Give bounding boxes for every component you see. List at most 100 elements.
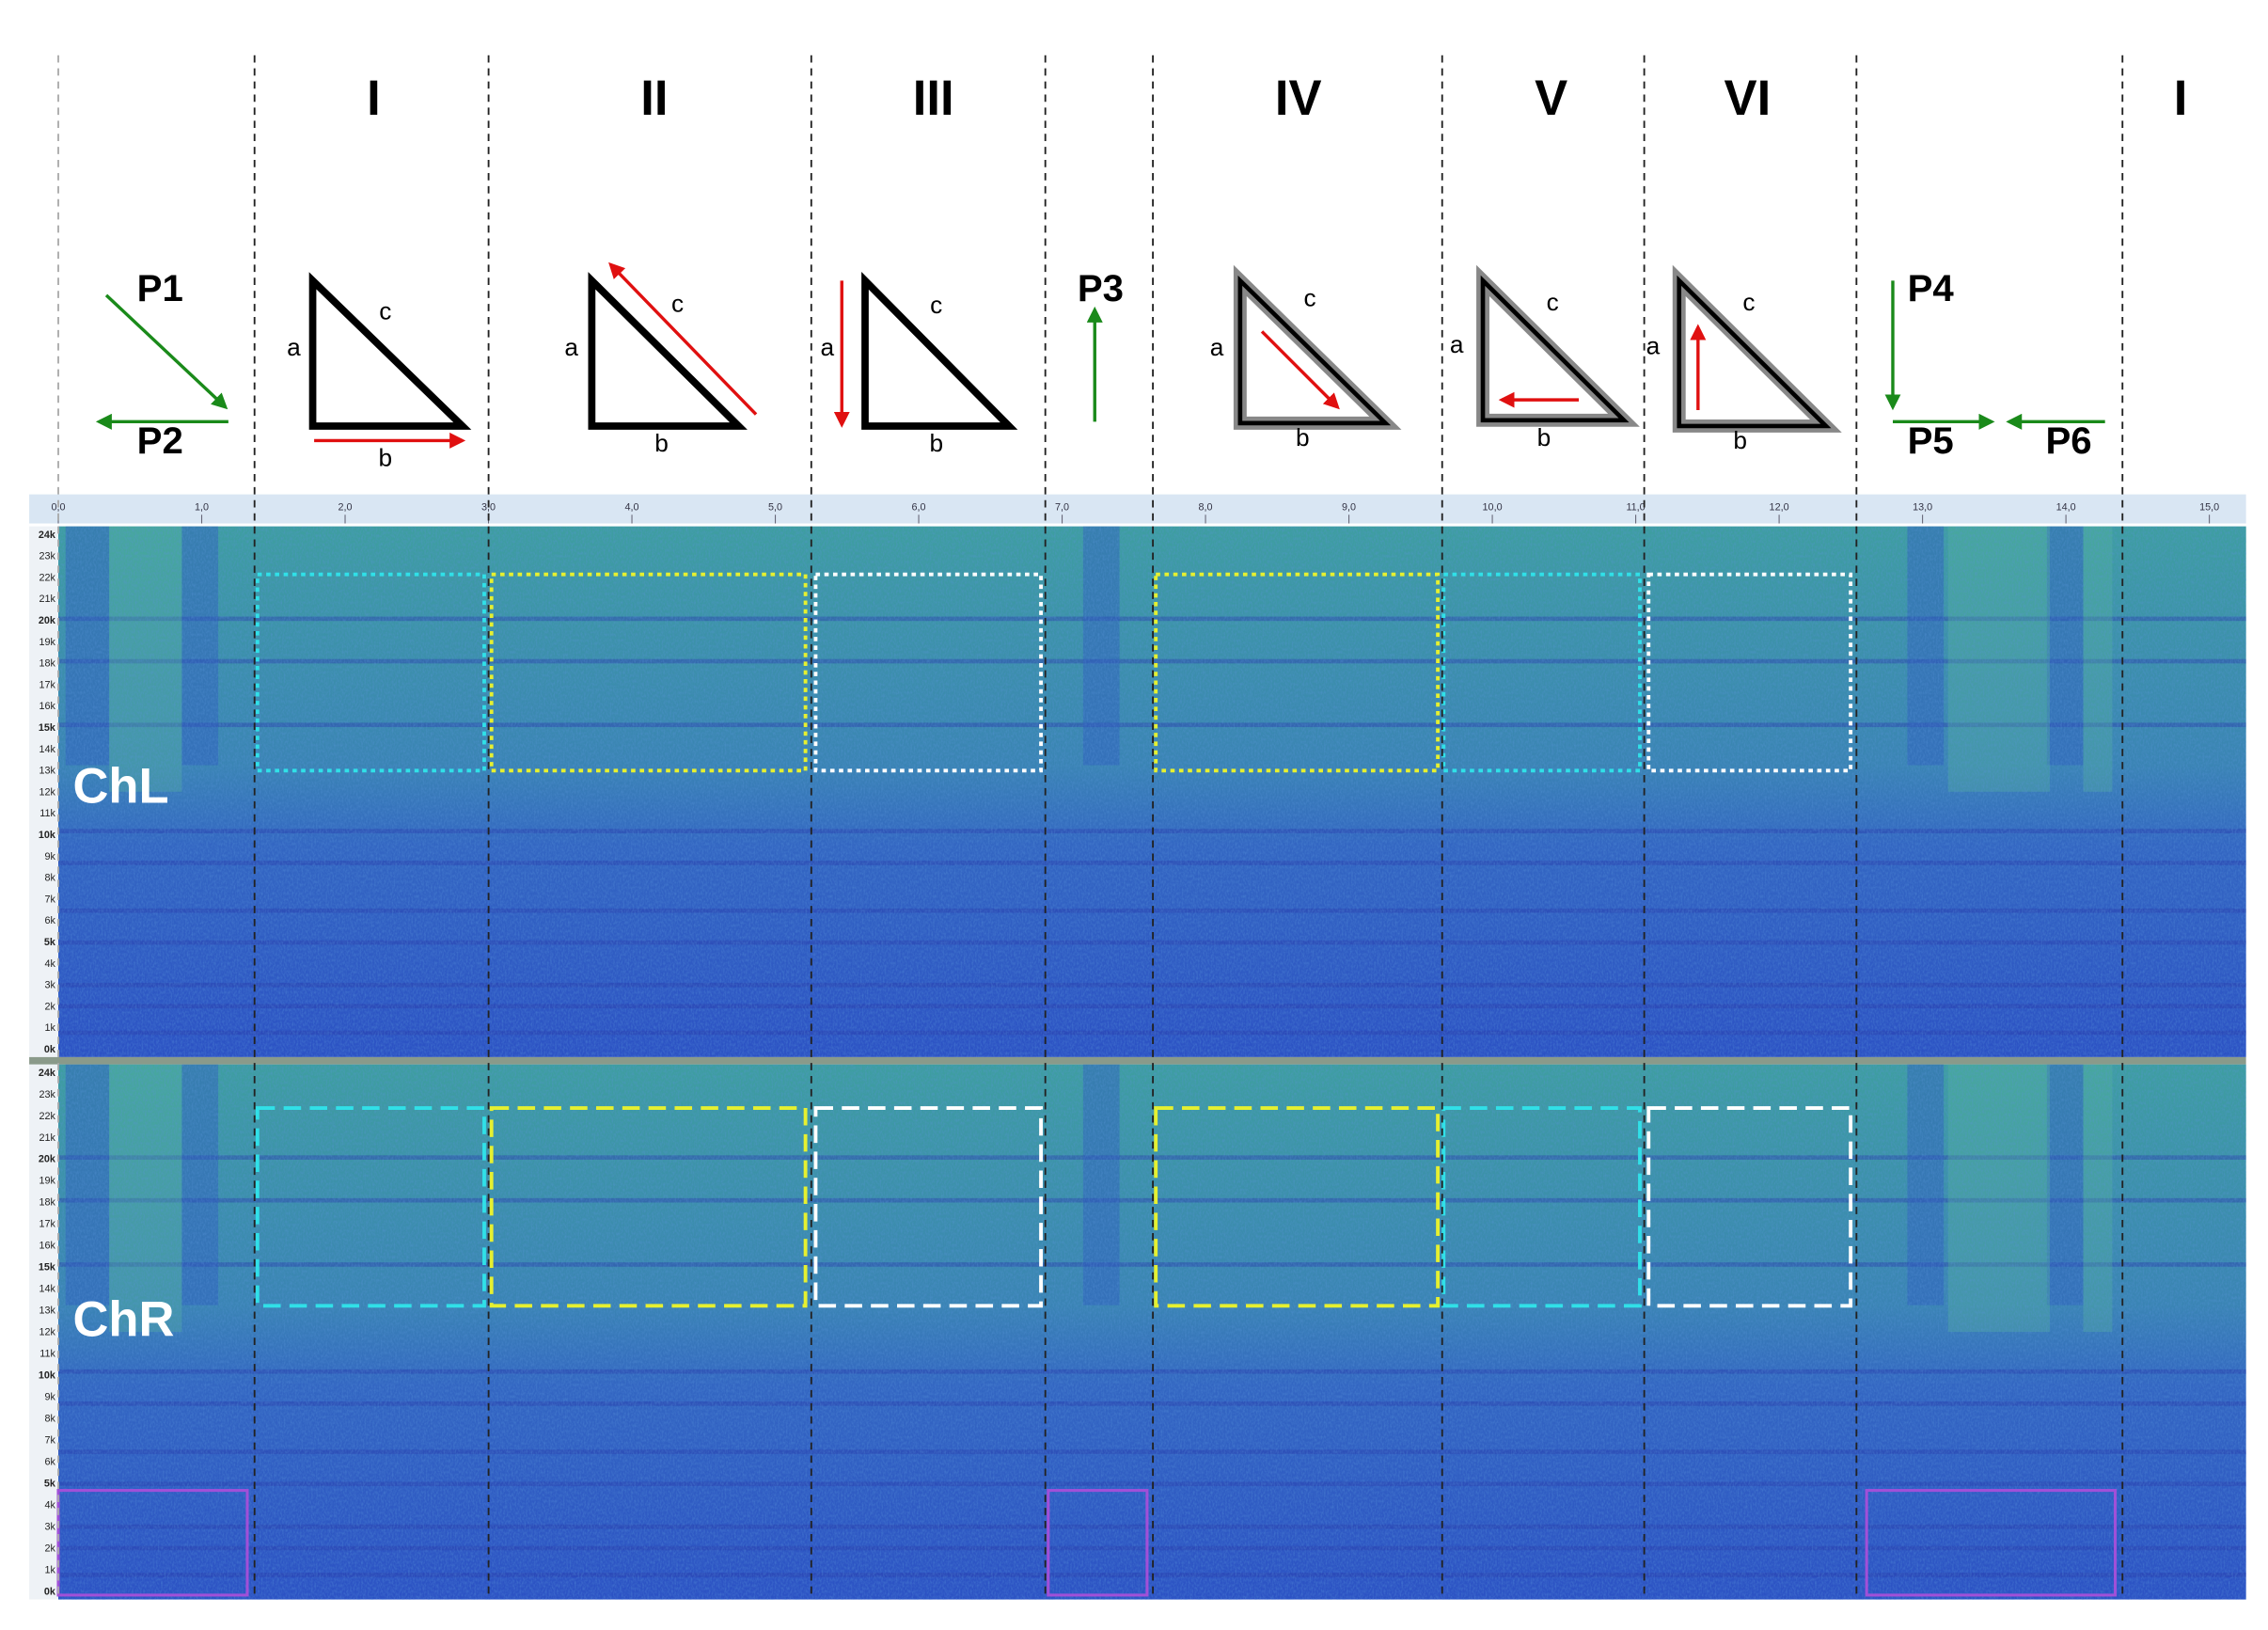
section-box [1646, 572, 1853, 773]
triangle-side-label: b [929, 429, 943, 457]
time-tick-label: 4,0 [625, 501, 639, 513]
freq-label: 0k [44, 1044, 56, 1055]
freq-label: 14k [39, 744, 55, 755]
channel-label: ChR [72, 1292, 174, 1348]
time-tick-label: 14,0 [2056, 501, 2076, 513]
freq-label: 24k [39, 530, 56, 541]
freq-label: 1k [44, 1565, 55, 1576]
time-tick-label: 10,0 [1483, 501, 1503, 513]
time-tick-label: 6,0 [912, 501, 926, 513]
freq-label: 6k [44, 1457, 55, 1468]
time-tick-label: 1,0 [195, 501, 209, 513]
time-tick-label: 2,0 [339, 501, 353, 513]
direction-arrow [1260, 330, 1340, 410]
triangle [1237, 275, 1392, 426]
path-label: P5 [1908, 419, 1954, 462]
triangle-side-label: c [1303, 283, 1315, 311]
freq-label: 5k [44, 1479, 56, 1490]
section-box [255, 1106, 486, 1308]
freq-label: 22k [39, 572, 55, 583]
triangle [861, 271, 1018, 430]
freq-label: 4k [44, 1500, 55, 1511]
freq-label: 8k [44, 873, 55, 884]
freq-label: 19k [39, 637, 55, 648]
freq-label: 7k [44, 894, 55, 905]
triangle [308, 272, 472, 430]
triangle-side-label: a [821, 333, 835, 361]
panel-divider [29, 1056, 2246, 1065]
triangle [1677, 275, 1832, 429]
freq-label: 22k [39, 1111, 55, 1122]
freq-label: 12k [39, 1327, 55, 1338]
section-label: II [640, 71, 668, 126]
triangle-side-label: b [379, 443, 393, 471]
triangle-side-label: b [654, 429, 669, 457]
triangle-side-label: a [1646, 331, 1661, 359]
triangle-side-label: b [1733, 426, 1747, 454]
freq-label: 4k [44, 958, 55, 970]
time-tick-label: 11,0 [1626, 501, 1645, 513]
freq-label: 23k [39, 551, 55, 562]
freq-label: 0k [44, 1587, 56, 1598]
triangle [588, 272, 748, 430]
time-ruler [29, 494, 2246, 524]
freq-label: 17k [39, 679, 55, 690]
freq-label: 10k [39, 1370, 56, 1382]
freq-label: 3k [44, 1522, 55, 1533]
time-tick-label: 7,0 [1055, 501, 1069, 513]
freq-label: 16k [39, 1241, 55, 1252]
freq-label: 11k [39, 1349, 55, 1360]
path-arrow [104, 293, 228, 410]
freq-label: 9k [44, 851, 55, 862]
freq-label: 13k [39, 1306, 55, 1317]
freq-label: 16k [39, 701, 55, 712]
freq-label: 5k [44, 937, 56, 948]
freq-label: 9k [44, 1392, 55, 1403]
freq-label: 20k [39, 615, 56, 626]
section-label: IV [1275, 71, 1322, 126]
time-tick-label: 13,0 [1913, 501, 1932, 513]
freq-label: 23k [39, 1089, 55, 1100]
freq-label: 3k [44, 980, 55, 991]
triangle-side-label: c [671, 290, 684, 318]
triangle-side-label: c [1742, 288, 1755, 316]
section-label: V [1535, 71, 1567, 126]
freq-label: 18k [39, 658, 55, 670]
path-label: P6 [2045, 419, 2091, 462]
freq-label: 10k [39, 830, 56, 841]
time-tick-label: 15,0 [2199, 501, 2219, 513]
section-box [813, 572, 1043, 773]
path-label: P2 [137, 419, 183, 462]
freq-label: 11k [39, 808, 55, 819]
triangle-side-label: b [1537, 423, 1551, 451]
path-label: P3 [1078, 267, 1124, 309]
triangle-side-label: c [379, 296, 391, 324]
section-box [1441, 572, 1642, 773]
freq-label: 20k [39, 1154, 56, 1165]
triangle-side-label: a [287, 333, 301, 361]
triangle-side-label: c [1547, 288, 1559, 316]
freq-label: 2k [44, 1543, 55, 1555]
path-label: P4 [1908, 267, 1955, 309]
time-tick-label: 9,0 [1342, 501, 1356, 513]
triangle-side-label: c [930, 291, 942, 319]
freq-label: 17k [39, 1219, 55, 1230]
triangle-side-label: a [1210, 333, 1224, 361]
time-tick-label: 8,0 [1199, 501, 1213, 513]
freq-label: 19k [39, 1176, 55, 1187]
freq-label: 8k [44, 1414, 55, 1425]
low-freq-box [1865, 1489, 2118, 1597]
freq-label: 21k [39, 593, 55, 605]
triangle-side-label: b [1296, 423, 1310, 451]
section-box [813, 1106, 1043, 1308]
section-box [1154, 572, 1441, 773]
triangle-side-label: a [1450, 330, 1464, 358]
freq-label: 12k [39, 786, 55, 798]
freq-label: 7k [44, 1435, 55, 1447]
freq-label: 24k [39, 1068, 56, 1079]
section-box [255, 572, 486, 773]
freq-label: 2k [44, 1001, 55, 1012]
channel-label: ChL [72, 758, 168, 814]
